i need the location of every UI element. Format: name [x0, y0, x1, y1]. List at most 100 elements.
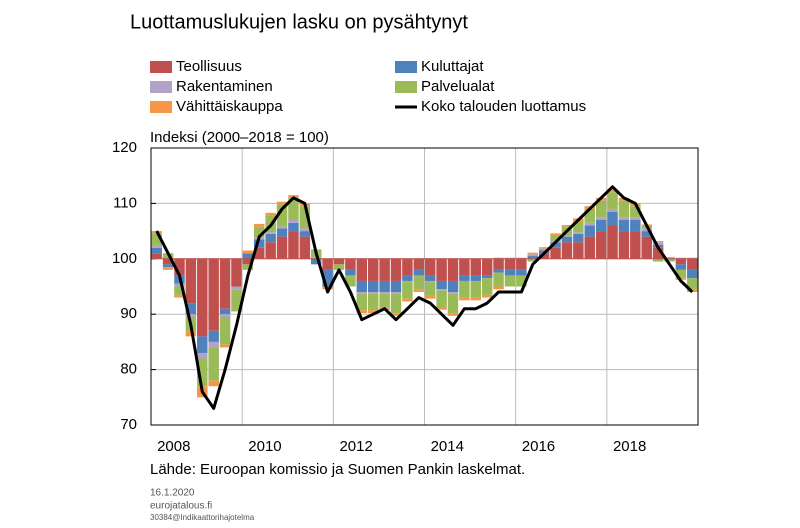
x-tick-label: 2010 — [248, 438, 281, 455]
bar-segment — [470, 275, 482, 281]
bar-segment — [618, 220, 630, 232]
bar-segment — [561, 234, 573, 237]
bar-segment — [242, 250, 254, 254]
bar-segment — [436, 280, 447, 290]
bar-segment — [675, 258, 687, 265]
bar-segment — [493, 272, 504, 287]
bar-segment — [379, 292, 390, 294]
bar-segment — [356, 292, 368, 294]
bar-segment — [630, 220, 641, 232]
bar-segment — [288, 222, 299, 232]
bar-segment — [424, 258, 436, 276]
bar-segment — [607, 211, 618, 226]
bar-segment — [550, 242, 561, 248]
x-tick-label: 2012 — [339, 438, 372, 455]
bar-segment — [333, 264, 345, 270]
bar-segment — [390, 258, 402, 281]
bar-segment — [219, 314, 231, 317]
bar-segment — [231, 258, 242, 287]
bar-segment — [675, 269, 687, 279]
bar-segment — [219, 258, 231, 309]
bar-segment — [630, 231, 641, 259]
bar-segment — [390, 292, 402, 294]
bar-segment — [276, 204, 288, 227]
bar-segment — [333, 258, 345, 265]
bar-segment — [652, 258, 664, 262]
x-tick-label: 2008 — [157, 438, 190, 455]
bar-segment — [162, 258, 174, 265]
bar-segment — [447, 313, 459, 316]
bar-segment — [151, 253, 162, 259]
bar-segment — [151, 233, 162, 245]
bar-segment — [345, 258, 356, 270]
bar-segment — [607, 192, 618, 209]
bar-segment — [208, 341, 219, 348]
bar-segment — [299, 228, 311, 232]
bar-segment — [424, 280, 436, 283]
bar-segment — [436, 290, 447, 307]
bar-segment — [254, 226, 265, 238]
bar-segment — [254, 247, 265, 259]
bar-segment — [265, 233, 276, 243]
bar-segment — [470, 258, 482, 276]
bar-segment — [664, 257, 675, 259]
bar-segment — [493, 269, 504, 273]
bar-segment — [538, 248, 550, 251]
bar-segment — [527, 258, 539, 262]
bar-segment — [197, 258, 208, 337]
bar-segment — [322, 269, 333, 287]
bar-segment — [481, 294, 493, 298]
bar-segment — [459, 258, 470, 276]
bar-segment — [299, 236, 311, 259]
bar-segment — [231, 289, 242, 312]
bar-segment — [447, 292, 459, 294]
y-tick-label: 70 — [120, 416, 137, 433]
legend-label: Kuluttajat — [421, 58, 484, 75]
bar-segment — [310, 258, 322, 265]
bar-segment — [242, 264, 254, 270]
bar-segment — [584, 208, 595, 223]
legend-label: Teollisuus — [176, 58, 242, 75]
bar-segment — [345, 269, 356, 276]
bar-segment — [151, 244, 162, 248]
bar-segment — [174, 286, 185, 295]
bar-segment — [447, 293, 459, 314]
bar-segment — [493, 257, 504, 259]
bar-segment — [379, 280, 390, 293]
legend-label: Rakentaminen — [176, 78, 273, 95]
legend-label: Koko talouden luottamus — [421, 98, 586, 115]
bar-segment — [356, 310, 368, 314]
bar-segment — [276, 236, 288, 259]
bar-segment — [231, 286, 242, 290]
bar-segment — [470, 280, 482, 298]
bar-segment — [413, 289, 425, 293]
bar-segment — [162, 264, 174, 268]
bar-segment — [265, 242, 276, 259]
bar-segment — [356, 258, 368, 281]
bar-segment — [402, 282, 413, 299]
bar-segment — [447, 258, 459, 281]
y-axis-label: Indeksi (2000–2018 = 100) — [150, 129, 329, 146]
bar-segment — [276, 201, 288, 205]
plot-frame — [150, 147, 699, 426]
bar-segment — [550, 247, 561, 259]
legend-label: Vähittäiskauppa — [176, 98, 283, 115]
bar-segment — [265, 212, 276, 216]
bar-segment — [276, 228, 288, 237]
bar-segment — [390, 293, 402, 314]
bar-segment — [436, 289, 447, 291]
bar-segment — [607, 189, 618, 193]
bar-segment — [527, 256, 539, 259]
bar-segment — [504, 257, 516, 259]
bar-segment — [687, 269, 698, 279]
bar-segment — [675, 264, 687, 270]
bar-segment — [561, 242, 573, 259]
bar-segment — [493, 258, 504, 270]
bar-segment — [174, 283, 185, 287]
x-tick-label: 2014 — [431, 438, 464, 455]
bar-segment — [561, 225, 573, 227]
bar-segment — [550, 233, 561, 235]
legend-swatch — [150, 101, 172, 113]
bar-segment — [687, 257, 698, 259]
bar-segment — [197, 352, 208, 359]
